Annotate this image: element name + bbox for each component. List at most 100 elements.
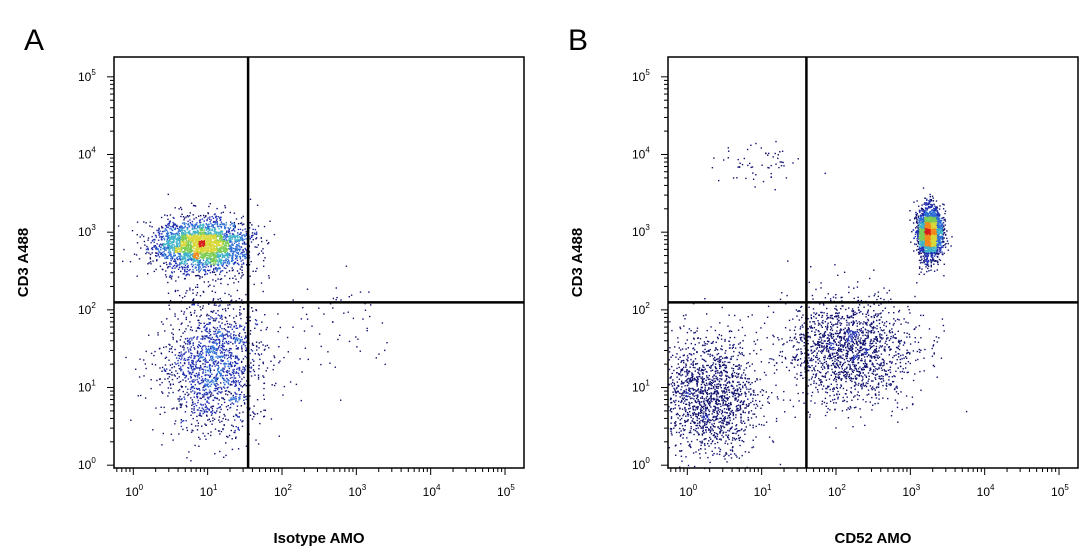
event-dot <box>180 215 182 218</box>
event-dot <box>251 350 254 352</box>
event-dot <box>201 378 204 380</box>
event-dot <box>203 234 205 236</box>
event-dot <box>205 215 207 217</box>
event-dot <box>225 454 227 457</box>
event-dot <box>190 391 192 393</box>
event-dot <box>232 251 234 253</box>
event-dot <box>173 250 176 252</box>
event-dot <box>167 377 169 380</box>
event-dot <box>169 348 171 350</box>
event-dot <box>188 371 190 373</box>
event-dot <box>180 406 182 408</box>
event-dot <box>188 231 191 234</box>
event-dot <box>188 215 191 217</box>
event-dot <box>205 262 207 264</box>
event-dot <box>200 314 202 316</box>
event-dot <box>209 347 212 350</box>
event-dot <box>231 238 234 240</box>
event-dot <box>219 236 221 239</box>
event-dot <box>192 303 194 306</box>
event-dot <box>205 330 207 332</box>
event-dot <box>223 234 225 237</box>
event-dot <box>192 292 194 294</box>
event-dot <box>199 249 202 251</box>
event-dot <box>213 271 216 273</box>
event-dot <box>233 398 235 400</box>
event-dot <box>188 342 190 344</box>
event-dot <box>186 457 188 459</box>
event-dot <box>185 233 187 235</box>
event-dot <box>221 314 223 317</box>
event-dot <box>196 269 198 271</box>
event-dot <box>208 359 211 361</box>
event-dot <box>192 361 194 363</box>
event-dot <box>189 238 191 240</box>
event-dot <box>196 254 198 256</box>
event-dot <box>194 257 197 259</box>
event-dot <box>192 231 194 233</box>
event-dot <box>232 403 235 405</box>
event-dot <box>187 388 189 390</box>
event-dot <box>208 354 210 356</box>
event-dot <box>263 225 266 228</box>
event-dot <box>204 269 206 271</box>
event-dot <box>255 237 258 239</box>
event-dot <box>219 225 221 227</box>
event-dot <box>355 336 357 338</box>
event-dot <box>209 371 211 373</box>
event-dot <box>236 245 238 248</box>
event-dot <box>206 226 209 228</box>
event-dot <box>217 232 219 234</box>
event-dot <box>168 225 170 227</box>
event-dot <box>189 236 191 239</box>
event-dot <box>194 444 196 447</box>
event-dot <box>193 228 195 230</box>
event-dot <box>187 259 190 261</box>
event-dot <box>215 233 218 236</box>
event-dot <box>202 236 204 238</box>
event-dot <box>145 350 147 353</box>
event-dot <box>224 334 226 336</box>
event-dot <box>303 330 306 332</box>
event-dot <box>147 239 149 241</box>
event-dot <box>211 260 213 262</box>
event-dot <box>239 398 241 400</box>
event-dot <box>223 337 226 340</box>
event-dot <box>192 289 194 291</box>
event-dot <box>181 262 183 264</box>
event-dot <box>204 329 206 331</box>
event-dot <box>235 437 237 439</box>
event-dot <box>222 367 224 369</box>
event-dot <box>176 408 178 410</box>
event-dot <box>218 342 221 345</box>
event-dot <box>174 375 176 377</box>
event-dot <box>932 251 934 254</box>
event-dot <box>216 336 219 339</box>
event-dot <box>195 387 198 390</box>
event-dot <box>205 354 208 357</box>
event-dot <box>184 352 186 354</box>
event-dot <box>221 233 224 236</box>
event-dot <box>204 335 207 338</box>
event-dot <box>272 368 274 371</box>
event-dot <box>189 365 192 367</box>
event-dot <box>199 250 201 253</box>
event-dot <box>184 338 187 340</box>
event-dot <box>192 225 195 227</box>
event-dot <box>147 248 149 250</box>
event-dot <box>216 222 219 225</box>
event-dot <box>264 314 266 316</box>
event-dot <box>238 240 240 242</box>
event-dot <box>174 354 176 356</box>
event-dot <box>187 366 189 369</box>
event-dot <box>209 221 211 223</box>
event-dot <box>224 237 227 239</box>
event-dot <box>202 265 204 267</box>
event-dot <box>192 359 194 362</box>
event-dot <box>194 348 196 350</box>
event-dot <box>201 257 203 259</box>
event-dot <box>244 337 246 340</box>
event-dot <box>201 381 203 384</box>
event-dot <box>263 382 266 384</box>
event-dot <box>186 266 189 268</box>
